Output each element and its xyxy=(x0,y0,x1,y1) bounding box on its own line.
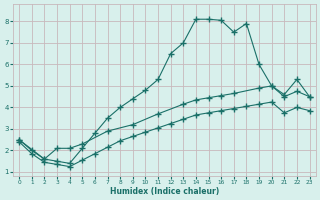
X-axis label: Humidex (Indice chaleur): Humidex (Indice chaleur) xyxy=(110,187,219,196)
